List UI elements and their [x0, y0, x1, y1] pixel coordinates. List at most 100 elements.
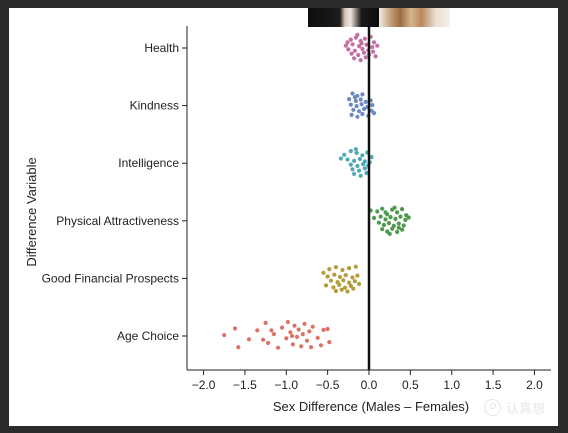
- data-point: [393, 216, 398, 221]
- data-point: [380, 206, 385, 211]
- data-point: [362, 36, 367, 41]
- data-point: [341, 278, 346, 283]
- x-tick-label: 0.0: [361, 378, 378, 392]
- category-label: Kindness: [130, 99, 179, 113]
- data-point: [359, 102, 364, 107]
- data-point: [375, 209, 380, 214]
- data-point: [285, 319, 290, 325]
- data-point: [378, 214, 383, 219]
- data-point: [337, 274, 343, 280]
- watermark-text: 认真想: [506, 401, 546, 417]
- data-points: [222, 32, 411, 350]
- x-tick-label: 2.0: [526, 378, 543, 392]
- data-point: [360, 111, 365, 117]
- data-point: [275, 345, 281, 350]
- data-point: [358, 97, 363, 102]
- data-point: [348, 283, 353, 288]
- data-point: [332, 272, 337, 277]
- x-axis-title: Sex Difference (Males – Females): [273, 399, 469, 414]
- data-point: [392, 205, 397, 210]
- x-tick-label: −1.5: [233, 378, 257, 392]
- data-point: [352, 171, 357, 176]
- data-point: [304, 338, 310, 343]
- data-point: [388, 215, 393, 220]
- data-point: [284, 336, 289, 341]
- data-point: [299, 344, 304, 349]
- data-point: [331, 285, 336, 290]
- data-point: [361, 106, 367, 111]
- data-point: [261, 337, 266, 342]
- data-point: [315, 335, 320, 340]
- category-label: Good Financial Prospects: [42, 271, 179, 285]
- data-point: [353, 147, 358, 152]
- data-point: [348, 162, 353, 167]
- x-axis-ticks: −2.0 −1.5 −1.0 −0.5 0.0 0.5 1.0 1.5 2.0: [192, 370, 543, 392]
- data-point: [357, 44, 362, 49]
- photo-right-portrait: [379, 8, 450, 27]
- data-point: [271, 332, 276, 337]
- data-point: [354, 104, 359, 109]
- data-point: [357, 168, 362, 173]
- data-point: [355, 32, 360, 37]
- data-point: [340, 267, 345, 273]
- data-point: [363, 55, 368, 60]
- data-point: [352, 158, 357, 163]
- data-point: [387, 231, 392, 236]
- data-point: [360, 153, 365, 158]
- wechat-icon: [484, 398, 501, 416]
- data-point: [290, 333, 295, 339]
- data-point: [371, 40, 377, 45]
- data-point: [350, 167, 355, 172]
- data-point: [321, 327, 326, 332]
- data-point: [371, 49, 376, 54]
- data-point: [246, 337, 252, 342]
- data-point: [395, 210, 400, 215]
- data-point: [342, 152, 347, 157]
- data-point: [236, 345, 241, 350]
- category-label: Age Choice: [117, 329, 179, 343]
- data-point: [406, 215, 411, 220]
- x-tick-label: −2.0: [192, 378, 216, 392]
- data-point: [370, 45, 375, 50]
- data-point: [380, 227, 385, 232]
- data-point: [371, 111, 377, 116]
- data-point: [400, 227, 405, 232]
- data-point: [357, 109, 362, 114]
- data-point: [349, 112, 354, 117]
- data-point: [357, 281, 362, 287]
- data-point: [355, 114, 360, 119]
- data-point: [350, 91, 355, 96]
- data-point: [364, 170, 369, 176]
- data-point: [390, 226, 395, 231]
- data-point: [360, 92, 365, 97]
- data-point: [345, 289, 350, 294]
- y-axis-ticks: Health Kindness Intelligence Physical Attra…: [42, 41, 187, 343]
- data-point: [339, 287, 344, 292]
- data-point: [396, 225, 401, 230]
- x-tick-label: 1.5: [485, 378, 502, 392]
- data-point: [288, 330, 293, 335]
- data-point: [333, 265, 338, 270]
- data-point: [376, 220, 381, 225]
- data-point: [346, 47, 351, 52]
- data-point: [269, 328, 274, 333]
- data-point: [358, 58, 363, 63]
- data-point: [398, 214, 403, 219]
- data-point: [280, 325, 285, 330]
- data-point: [296, 327, 301, 332]
- data-point: [309, 345, 314, 350]
- data-point: [352, 48, 357, 53]
- data-point: [362, 166, 367, 171]
- data-point: [383, 210, 388, 215]
- y-axis-title: Difference Variable: [24, 157, 39, 266]
- watermark: 认真想: [484, 396, 545, 418]
- photo-left-portrait: [308, 8, 379, 27]
- data-point: [328, 278, 333, 283]
- x-tick-label: −0.5: [316, 378, 340, 392]
- data-point: [354, 150, 359, 155]
- data-point: [348, 149, 353, 154]
- data-point: [232, 326, 238, 331]
- data-point: [355, 273, 360, 278]
- data-point: [266, 340, 271, 346]
- data-point: [357, 156, 362, 162]
